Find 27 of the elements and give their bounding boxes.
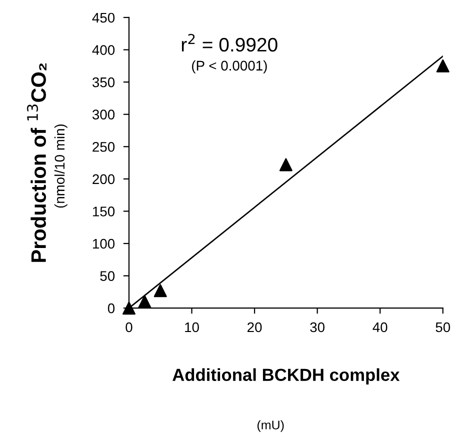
point bbox=[279, 158, 292, 172]
x-axis-title: Additional BCKDH complex bbox=[172, 368, 400, 384]
text: (mU) bbox=[257, 420, 284, 432]
y-tick-label: 50 bbox=[100, 271, 115, 281]
annotation: r$^{2}$ = 0.9920 bbox=[182, 34, 278, 52]
x-tick-label: 10 bbox=[185, 322, 199, 332]
x-tick-label: 30 bbox=[310, 322, 325, 332]
y-tick-label: 450 bbox=[92, 12, 115, 23]
annotation: (P < 0.0001) bbox=[192, 60, 267, 74]
y-axis-title: Production of $^{13}$CO₂ bbox=[26, 63, 46, 262]
x-tick-label: 40 bbox=[372, 322, 388, 332]
y-tick-label: 400 bbox=[92, 45, 115, 55]
point bbox=[138, 295, 152, 308]
y-tick-label: 0 bbox=[108, 303, 115, 314]
x-tick-label: 0 bbox=[126, 322, 132, 332]
text: (nmol/10 min) bbox=[54, 124, 68, 208]
point bbox=[436, 59, 450, 72]
y-tick-label: 200 bbox=[92, 174, 115, 184]
y-tick-label: 350 bbox=[92, 77, 115, 88]
y-tick-label: 250 bbox=[92, 142, 115, 152]
y-tick-label: 150 bbox=[92, 206, 115, 216]
x-tick-label: 20 bbox=[248, 322, 262, 332]
point bbox=[122, 302, 136, 315]
y-tick-label: 300 bbox=[92, 110, 115, 120]
point bbox=[154, 284, 167, 298]
x-tick-label: 50 bbox=[436, 322, 450, 332]
y-tick-label: 100 bbox=[92, 238, 115, 249]
